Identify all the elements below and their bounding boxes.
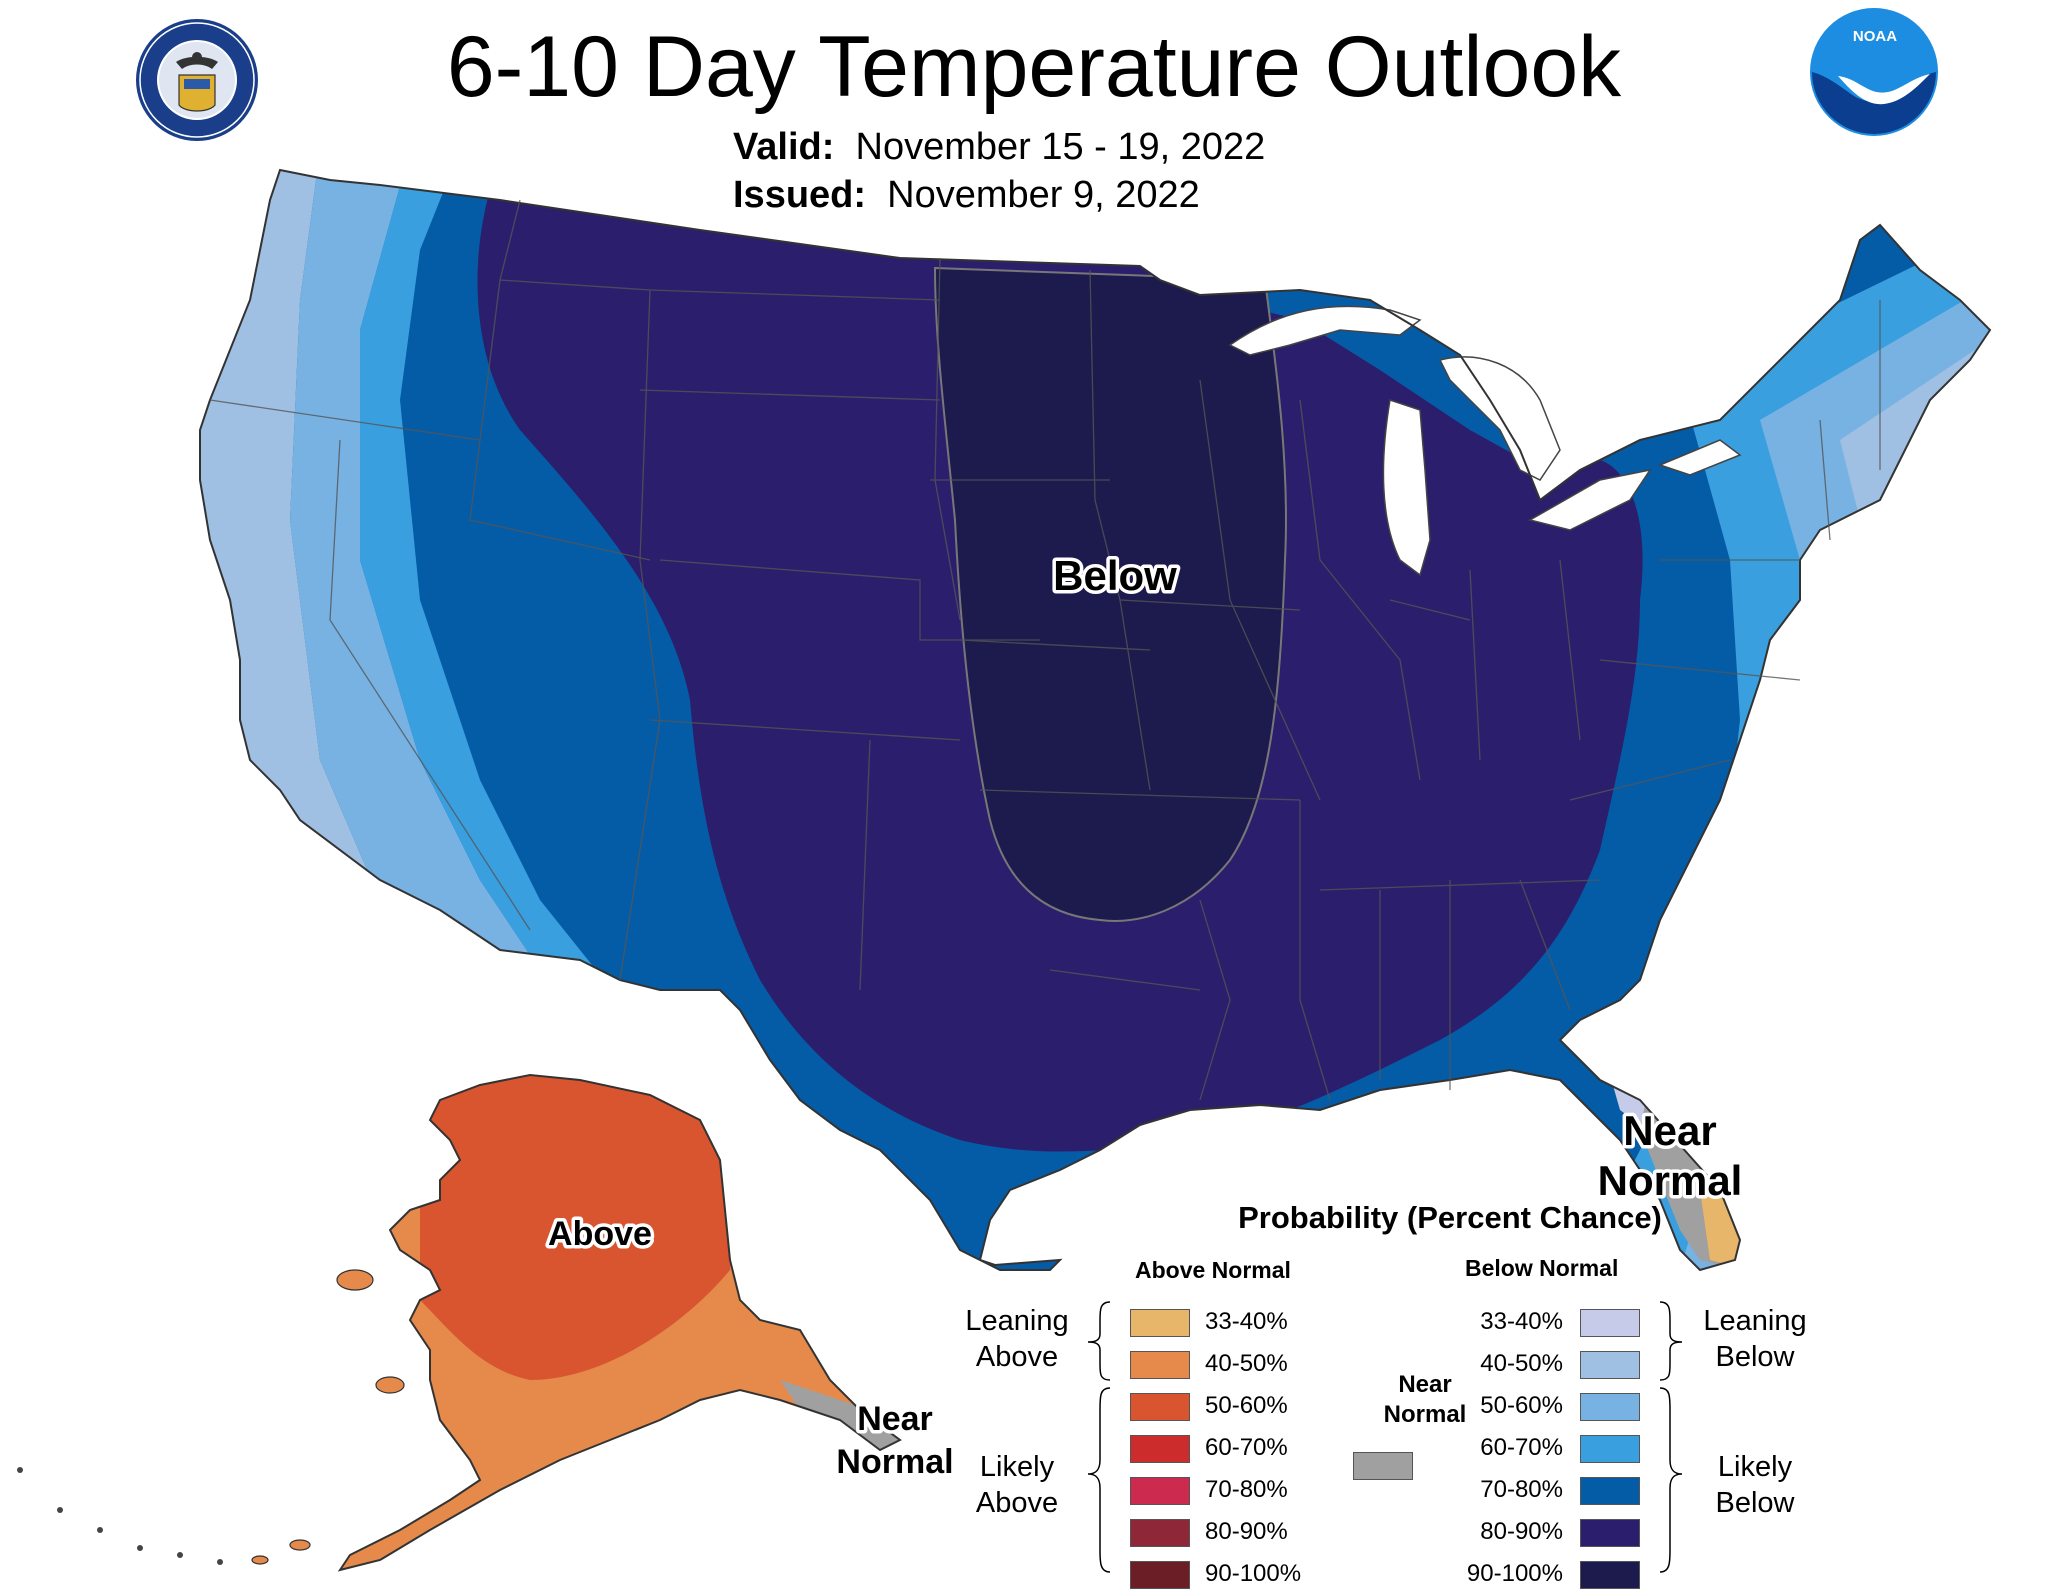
above-label: 90-100% bbox=[1205, 1560, 1302, 1587]
aleutian-dots bbox=[17, 1467, 223, 1565]
legend-title: Probability (Percent Chance) bbox=[1100, 1200, 1800, 1236]
below-label: 60-70% bbox=[1480, 1434, 1563, 1461]
legend-below-header: Below Normal bbox=[1465, 1255, 1619, 1281]
leaning-below-1: Leaning bbox=[1703, 1305, 1807, 1337]
above-label: 33-40% bbox=[1205, 1308, 1288, 1335]
legend-brace-below bbox=[1659, 1301, 1683, 1573]
leaning-above-1: Leaning bbox=[965, 1305, 1069, 1337]
below-swatch bbox=[1580, 1393, 1640, 1421]
above-swatch bbox=[1130, 1435, 1190, 1463]
valid-value: November 15 - 19, 2022 bbox=[855, 126, 1266, 168]
legend-leaning-below: Leaning Below bbox=[1690, 1303, 1820, 1375]
likely-below-2: Below bbox=[1715, 1487, 1795, 1519]
below-label: 40-50% bbox=[1480, 1350, 1563, 1377]
alaska-islands bbox=[251, 1269, 405, 1565]
conus-outline bbox=[199, 168, 1992, 1272]
band-90-100 bbox=[933, 266, 1287, 922]
label-alaska-near: Near bbox=[857, 1400, 933, 1438]
noaa-text: NOAA bbox=[1852, 28, 1898, 45]
above-swatch bbox=[1130, 1477, 1190, 1505]
leaning-above-2: Above bbox=[975, 1341, 1059, 1373]
likely-below-1: Likely bbox=[1717, 1451, 1793, 1483]
below-swatch bbox=[1580, 1351, 1640, 1379]
below-label: 80-90% bbox=[1480, 1518, 1563, 1545]
below-swatch bbox=[1580, 1477, 1640, 1505]
legend-likely-below: Likely Below bbox=[1690, 1449, 1820, 1521]
below-label: 90-100% bbox=[1466, 1560, 1563, 1587]
band-west-50-60 bbox=[290, 170, 560, 1000]
below-swatch bbox=[1580, 1309, 1640, 1337]
above-label: 70-80% bbox=[1205, 1476, 1288, 1503]
state-boundaries bbox=[209, 199, 1881, 1101]
above-swatch bbox=[1130, 1561, 1190, 1589]
page-title: 6-10 Day Temperature Outlook bbox=[446, 19, 1622, 115]
noaa-logo-icon bbox=[1810, 8, 1938, 136]
label-alaska-normal: Normal bbox=[836, 1443, 953, 1481]
above-label: 40-50% bbox=[1205, 1350, 1288, 1377]
legend-likely-above: Likely Above bbox=[952, 1449, 1082, 1521]
likely-above-1: Likely bbox=[979, 1451, 1055, 1483]
below-label: 50-60% bbox=[1480, 1392, 1563, 1419]
legend-above-header: Above Normal bbox=[1135, 1257, 1291, 1283]
near-label-2: Normal bbox=[1383, 1401, 1467, 1428]
legend-title-text: Probability (Percent Chance) bbox=[1238, 1200, 1662, 1235]
label-florida-near: Near bbox=[1623, 1107, 1716, 1154]
valid-line: Valid: November 15 - 19, 2022 bbox=[733, 126, 1265, 169]
below-swatch bbox=[1580, 1519, 1640, 1547]
issued-label: Issued: bbox=[733, 174, 867, 216]
likely-above-2: Above bbox=[975, 1487, 1059, 1519]
legend-near-normal-swatch bbox=[1353, 1452, 1413, 1480]
commerce-seal-icon bbox=[136, 19, 258, 141]
band-west-60-70 bbox=[360, 170, 620, 1000]
conus-outlook bbox=[200, 170, 1990, 1270]
below-swatch bbox=[1580, 1435, 1640, 1463]
issued-line: Issued: November 9, 2022 bbox=[733, 174, 1200, 217]
above-label: 60-70% bbox=[1205, 1434, 1288, 1461]
legend-leaning-above: Leaning Above bbox=[952, 1303, 1082, 1375]
label-florida-normal: Normal bbox=[1598, 1157, 1743, 1204]
legend-near-normal-label: Near Normal bbox=[1365, 1370, 1485, 1430]
alaska-outline bbox=[337, 1073, 902, 1572]
near-label-1: Near bbox=[1398, 1371, 1452, 1398]
below-swatch bbox=[1580, 1561, 1640, 1589]
above-swatch bbox=[1130, 1393, 1190, 1421]
label-alaska-above: Above bbox=[548, 1215, 652, 1253]
leaning-below-2: Below bbox=[1715, 1341, 1795, 1373]
above-label: 50-60% bbox=[1205, 1392, 1288, 1419]
above-swatch bbox=[1130, 1309, 1190, 1337]
great-lakes bbox=[1228, 305, 1742, 577]
above-swatch bbox=[1130, 1351, 1190, 1379]
below-label: 33-40% bbox=[1480, 1308, 1563, 1335]
valid-label: Valid: bbox=[733, 126, 835, 168]
issued-value: November 9, 2022 bbox=[887, 174, 1200, 216]
above-label: 80-90% bbox=[1205, 1518, 1288, 1545]
legend-brace-above bbox=[1087, 1301, 1111, 1573]
above-swatch bbox=[1130, 1519, 1190, 1547]
alaska-50-60 bbox=[420, 1075, 740, 1380]
label-conus-below: Below bbox=[1053, 552, 1177, 599]
below-label: 70-80% bbox=[1480, 1476, 1563, 1503]
